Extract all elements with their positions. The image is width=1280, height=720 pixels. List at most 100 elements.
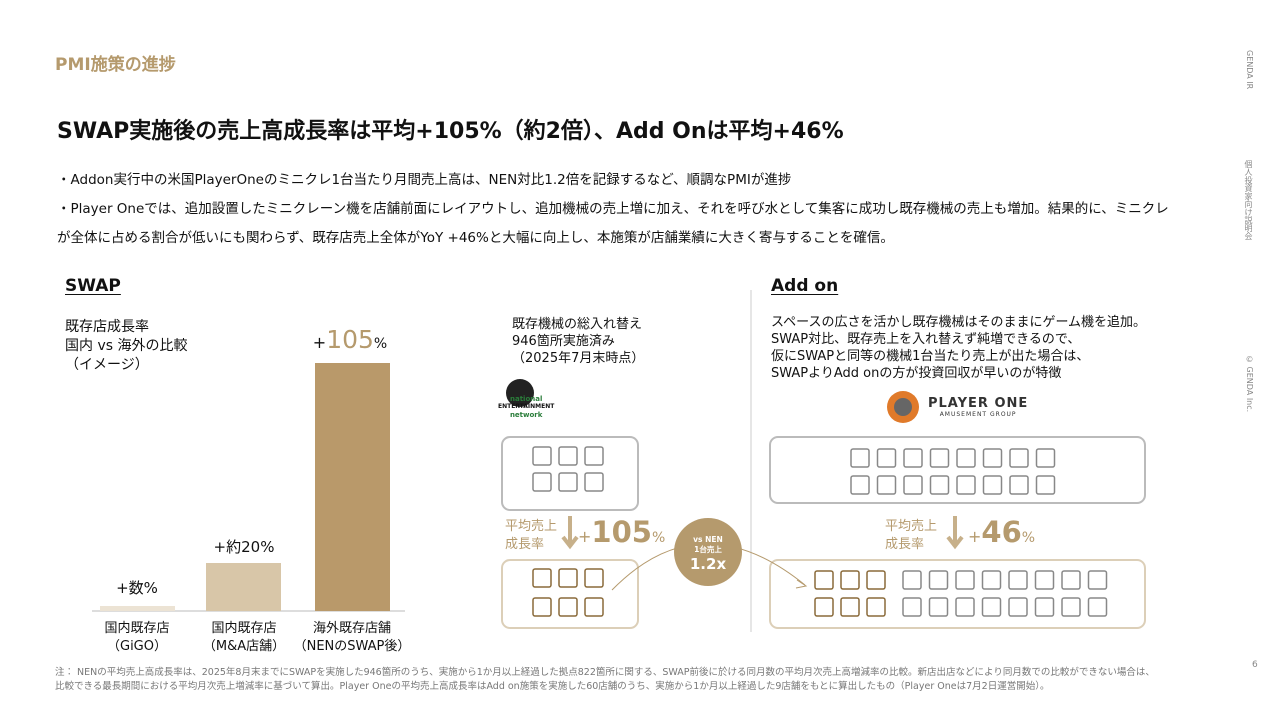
machine-icon <box>558 568 578 588</box>
machine-icon <box>1061 570 1081 590</box>
middle-note: 既存機械の総入れ替え 946箇所実施済み （2025年7月末時点） <box>512 316 644 367</box>
machine-icon <box>955 597 975 617</box>
machine-icon <box>955 570 975 590</box>
category: 海外既存店舗 （NENのSWAP後） <box>294 620 411 656</box>
footnote: 注： NENの平均売上高成長率は、2025年8月末までにSWAPを実施した946… <box>55 666 1155 694</box>
arrow <box>561 516 579 550</box>
number: 105 <box>326 325 374 354</box>
machine-icon <box>928 570 949 590</box>
machine-icon <box>584 446 604 466</box>
machine-icon <box>903 475 923 495</box>
rate-line: 成長率 <box>885 537 925 552</box>
side-copyright: © GENDA Inc. <box>1245 355 1254 413</box>
machine-icon <box>929 448 950 468</box>
machine-icon <box>558 597 578 617</box>
rate-label: 平均売上 成長率 <box>505 518 557 554</box>
machine-icon <box>876 475 897 495</box>
machine-icon <box>1087 597 1108 617</box>
page-number: 6 <box>1252 660 1258 670</box>
swap-heading: SWAP <box>65 276 121 296</box>
note-line: 仮にSWAPと同等の機械1台当たり売上が出た場合は、 <box>771 349 1090 364</box>
machine-box <box>769 559 1146 629</box>
machine-icon <box>982 475 1003 495</box>
category-line: 海外既存店舗 <box>312 621 392 636</box>
machine-icon <box>532 568 552 588</box>
machine-icon <box>981 597 1002 617</box>
caption-line: 既存店成長率 <box>65 319 149 335</box>
unit: % <box>651 530 666 546</box>
note-line: SWAPよりAdd onの方が投資回収が早いのが特徴 <box>771 366 1062 381</box>
machine-icon <box>1034 597 1055 617</box>
logo-line: PLAYER ONE <box>928 396 1029 411</box>
machine-box <box>501 436 639 511</box>
slide-title: SWAP実施後の売上高成長率は平均+105%（約2倍）、Add Onは平均+46… <box>57 119 844 144</box>
caption-line: 国内 vs 海外の比較 <box>65 338 188 354</box>
note-line: 946箇所実施済み <box>512 334 615 349</box>
machine-icon <box>1009 448 1029 468</box>
caption-line: （イメージ） <box>65 357 149 373</box>
machine-icon <box>1061 597 1081 617</box>
nen-logo-mark <box>506 379 534 407</box>
number: 46 <box>981 515 1022 549</box>
badge-text: vs NEN 1台売上 1.2x <box>690 535 726 573</box>
machine-icon <box>956 475 976 495</box>
side-event: 個人投資家向け説明会 <box>1244 160 1253 240</box>
bar <box>100 606 175 611</box>
arrow <box>946 516 964 550</box>
machine-icon <box>584 568 604 588</box>
logo-line: network <box>509 411 543 419</box>
rate-label: 平均売上 成長率 <box>885 518 937 554</box>
machine-icon <box>1035 448 1056 468</box>
category-line: 国内既存店 <box>104 621 170 636</box>
rate: +46% <box>968 515 1035 549</box>
category-line: （NENのSWAP後） <box>293 639 411 654</box>
machine-icon <box>814 570 834 590</box>
machine-icon <box>532 446 552 466</box>
badge-line: 1台売上 <box>694 545 722 554</box>
logo-line: AMUSEMENT GROUP <box>939 411 1017 418</box>
unit: % <box>1021 530 1036 546</box>
machine-icon <box>866 570 886 590</box>
machine-icon <box>584 597 604 617</box>
machine-icon <box>903 448 923 468</box>
addon-note: スペースの広さを活かし既存機械はそのままにゲーム機を追加。 SWAP対比、既存売… <box>771 314 1146 382</box>
badge <box>674 518 742 586</box>
sign: + <box>578 527 592 546</box>
bar-label: +数% <box>116 579 158 597</box>
machine-icon <box>1009 475 1029 495</box>
machine-icon <box>840 570 860 590</box>
note-line: スペースの広さを活かし既存機械はそのままにゲーム機を追加。 <box>771 315 1147 330</box>
rate-line: 平均売上 <box>885 519 938 534</box>
machine-icon <box>532 472 552 492</box>
unit: % <box>373 336 388 352</box>
machine-icon <box>902 570 922 590</box>
machine-icon <box>850 475 870 495</box>
machine-icon <box>876 448 897 468</box>
sign: + <box>968 527 982 546</box>
sign: + <box>312 333 327 352</box>
rate-line: 平均売上 <box>505 519 558 534</box>
machine-icon <box>558 472 578 492</box>
machine-icon <box>1034 570 1055 590</box>
logo-line: national <box>510 395 543 403</box>
addon-heading: Add on <box>771 276 839 296</box>
category: 国内既存店 （GiGO） <box>104 620 169 656</box>
rate: +105% <box>578 515 665 549</box>
machine-icon <box>584 472 604 492</box>
rate-line: 成長率 <box>505 537 545 552</box>
machine-icon <box>928 597 949 617</box>
machine-icon <box>982 448 1003 468</box>
machine-icon <box>814 597 834 617</box>
category-line: 国内既存店 <box>211 621 277 636</box>
bullet: ・Player Oneでは、追加設置したミニクレーン機を店舗前面にレイアウトし、… <box>57 201 1169 246</box>
category-line: （GiGO） <box>106 639 167 654</box>
arrowhead <box>795 579 808 589</box>
footnote-line: 比較できる最長期間における平均月次売上増減率に基づいて算出。Player One… <box>55 681 1050 692</box>
note-line: 既存機械の総入れ替え <box>512 317 643 332</box>
badge-line: 1.2x <box>689 555 727 573</box>
machine-icon <box>532 597 552 617</box>
section-title: PMI施策の進捗 <box>55 55 176 75</box>
